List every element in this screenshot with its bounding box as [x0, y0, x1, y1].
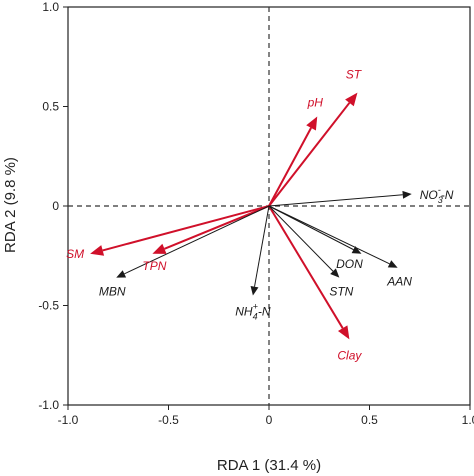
- x-tick-label: -1.0: [58, 413, 79, 427]
- vector-st: [268, 92, 358, 207]
- vector-shaft: [124, 205, 270, 275]
- vector-shaft: [164, 205, 270, 250]
- vector-aan: [268, 205, 398, 268]
- axes: -1.0 -0.5 0 0.5 1.0 -1.0 -0.5 0 0.5 1.0: [38, 0, 474, 427]
- y-axis-title: RDA 2 (9.8 %): [2, 157, 19, 253]
- vector-shaft: [254, 205, 270, 287]
- vector-labels: ST pH SM TPN Clay MBN NO3--N DON AAN STN NH4+-N: [66, 68, 454, 363]
- x-axis-title: RDA 1 (31.4 %): [217, 457, 321, 474]
- vector-arrowhead: [387, 260, 398, 268]
- vector-arrowhead: [345, 92, 358, 107]
- vector-shaft: [268, 205, 390, 265]
- vector-label: SM: [66, 247, 84, 261]
- vector-mbn: [116, 205, 270, 278]
- vector-shaft: [102, 205, 270, 252]
- vector-label: NH4+-N: [235, 302, 271, 322]
- vector-shaft: [268, 194, 403, 207]
- vector-nh4n: [250, 205, 270, 296]
- vector-arrowhead: [152, 243, 167, 254]
- vector-label: pH: [307, 95, 324, 109]
- vector-label: DON: [336, 257, 363, 271]
- vector-shaft: [268, 205, 344, 329]
- vector-arrowhead: [116, 270, 127, 278]
- vector-arrowhead: [330, 268, 340, 278]
- vector-stn: [268, 205, 340, 278]
- vectors: [90, 92, 412, 340]
- vector-shaft: [268, 102, 351, 207]
- vector-label: ST: [346, 68, 363, 82]
- vector-no3n: [268, 190, 412, 207]
- vector-shaft: [268, 127, 312, 207]
- vector-ph: [268, 116, 318, 207]
- x-tick-label: 1.0: [462, 413, 474, 427]
- x-tick-label: 0.5: [361, 413, 378, 427]
- y-tick-label: -1.0: [38, 398, 59, 412]
- vector-arrowhead: [306, 116, 318, 131]
- vector-label: NO3--N: [420, 185, 454, 205]
- vector-arrowhead: [337, 325, 350, 340]
- y-tick-label: 0.5: [42, 100, 59, 114]
- vector-shaft: [268, 205, 334, 272]
- vector-label: Clay: [337, 348, 362, 362]
- vector-tpn: [152, 205, 270, 254]
- vector-label: MBN: [99, 285, 126, 299]
- x-tick-label: 0: [266, 413, 273, 427]
- vector-arrowhead: [90, 245, 105, 256]
- vector-arrowhead: [402, 190, 412, 199]
- y-tick-label: -0.5: [38, 299, 59, 313]
- vector-label: TPN: [142, 259, 166, 273]
- vector-label: STN: [329, 285, 353, 299]
- y-tick-label: 1.0: [42, 0, 59, 14]
- y-tick-label: 0: [52, 199, 59, 213]
- vector-sm: [90, 205, 270, 256]
- vector-label: AAN: [386, 275, 412, 289]
- x-tick-label: -0.5: [158, 413, 179, 427]
- vector-clay: [268, 205, 350, 340]
- vector-arrowhead: [250, 285, 259, 296]
- vector-arrowhead: [351, 246, 362, 254]
